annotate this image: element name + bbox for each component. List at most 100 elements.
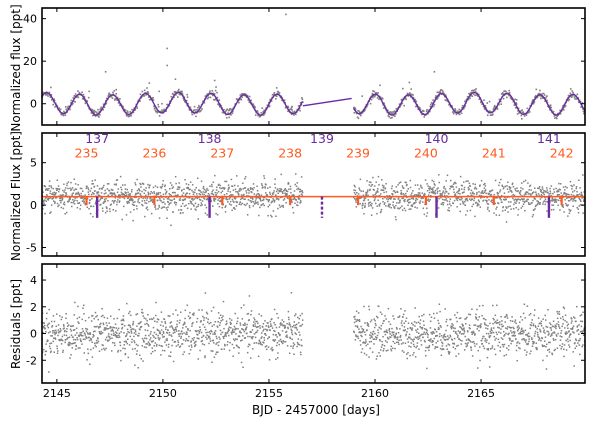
residual-point	[118, 332, 121, 335]
data-point	[413, 100, 415, 103]
residual-point	[208, 331, 211, 333]
residual-point	[474, 324, 477, 326]
residual-point	[73, 329, 76, 331]
residual-point	[63, 325, 65, 327]
residual-point	[93, 325, 96, 328]
data-point	[218, 104, 220, 106]
residual-point	[266, 322, 269, 324]
data-point	[543, 193, 545, 196]
residual-point	[192, 322, 194, 324]
data-point	[241, 202, 244, 205]
data-point	[223, 108, 225, 111]
data-point	[387, 109, 389, 112]
residual-point	[257, 322, 259, 325]
residual-point	[162, 336, 164, 338]
residual-point	[380, 349, 382, 351]
data-point	[165, 207, 168, 209]
residual-point	[79, 347, 81, 349]
residual-point	[286, 334, 288, 337]
residual-point	[95, 345, 97, 348]
data-point	[359, 178, 362, 181]
data-point	[128, 115, 131, 117]
data-point	[516, 187, 518, 189]
residual-point	[559, 344, 561, 347]
data-point	[144, 202, 146, 204]
residual-point	[297, 316, 299, 319]
data-point	[562, 109, 565, 111]
residual-point	[155, 333, 158, 336]
data-point	[103, 198, 106, 201]
data-point	[113, 183, 116, 186]
data-point	[380, 189, 383, 191]
data-point	[271, 200, 274, 203]
data-point	[122, 106, 124, 108]
residual-point	[469, 339, 471, 342]
data-point	[467, 189, 470, 191]
residual-point	[143, 317, 146, 319]
residual-point	[135, 343, 138, 346]
data-point	[576, 190, 578, 193]
residual-point	[216, 342, 218, 344]
data-point	[216, 91, 218, 94]
data-point	[454, 193, 457, 195]
data-point	[388, 115, 391, 118]
residual-point	[274, 339, 277, 341]
data-point	[197, 177, 199, 180]
data-point	[231, 185, 233, 187]
data-point	[151, 97, 153, 100]
residual-point	[56, 347, 59, 350]
residual-point	[536, 347, 538, 349]
data-point	[162, 206, 164, 208]
residual-point	[412, 340, 415, 343]
data-point	[257, 196, 260, 199]
data-point	[377, 92, 379, 94]
data-point	[474, 183, 476, 186]
residual-point	[453, 330, 455, 332]
residual-point	[145, 318, 147, 320]
residual-point	[60, 343, 63, 345]
residual-point	[105, 327, 107, 329]
residual-point	[552, 332, 554, 334]
data-point	[363, 110, 365, 113]
data-point	[579, 187, 581, 189]
residual-point	[49, 347, 52, 350]
residual-point	[473, 332, 475, 334]
data-point	[290, 108, 292, 110]
data-point	[527, 193, 530, 195]
residual-point	[50, 342, 53, 344]
residual-point	[416, 331, 418, 333]
data-point	[218, 99, 221, 101]
residual-point	[82, 338, 85, 341]
residual-point	[386, 331, 389, 334]
data-point	[190, 201, 193, 203]
data-point	[519, 193, 522, 196]
data-point	[355, 199, 357, 202]
data-point	[206, 93, 208, 95]
data-point	[149, 200, 152, 202]
data-point	[160, 194, 162, 197]
residual-point	[381, 313, 383, 315]
data-point	[275, 198, 278, 200]
data-point	[400, 193, 403, 196]
data-point	[236, 191, 239, 193]
residual-point	[508, 345, 510, 347]
data-point	[275, 215, 277, 217]
data-point	[296, 182, 299, 184]
residual-point	[536, 331, 539, 334]
data-point	[355, 206, 358, 208]
data-point	[147, 192, 150, 195]
data-point	[125, 191, 127, 194]
residual-point	[235, 333, 237, 335]
residual-point	[132, 322, 134, 325]
data-point	[406, 190, 408, 192]
data-point	[136, 107, 138, 109]
data-point	[383, 102, 385, 105]
residual-point	[416, 345, 418, 347]
residual-point	[172, 313, 174, 315]
data-point	[429, 105, 432, 108]
data-point	[479, 185, 481, 187]
data-point	[532, 214, 534, 216]
residual-point	[493, 335, 496, 338]
data-point	[544, 100, 546, 103]
data-point	[383, 196, 386, 199]
